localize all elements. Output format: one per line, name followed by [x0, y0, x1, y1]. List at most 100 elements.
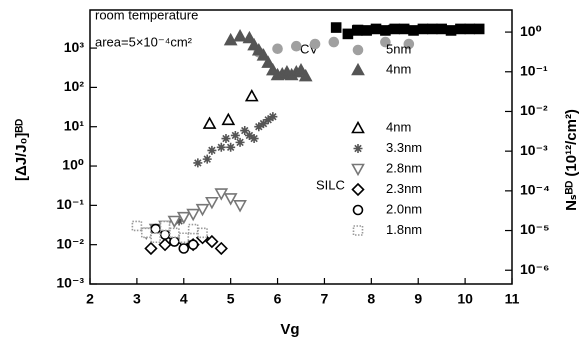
legend-label: 5nm	[386, 41, 411, 56]
data-point	[256, 48, 271, 61]
legend-label: 2.8nm	[386, 160, 422, 175]
data-point	[342, 28, 354, 40]
y-tick-label: 10⁻³	[56, 275, 84, 291]
data-point	[202, 116, 217, 129]
legend-marker	[351, 163, 365, 177]
data-point	[176, 211, 191, 225]
data-point	[233, 200, 247, 213]
data-point	[202, 154, 212, 164]
data-point	[226, 142, 236, 152]
data-point	[426, 23, 438, 35]
y2-tick-label: 10⁻³	[520, 142, 548, 158]
data-point	[159, 220, 171, 232]
data-point	[254, 122, 264, 132]
data-point	[240, 126, 250, 136]
y2-tick-label: 10⁻⁶	[520, 261, 549, 277]
data-point	[178, 243, 190, 254]
x-tick-label: 10	[457, 291, 473, 307]
data-point	[174, 216, 184, 226]
legend-marker	[352, 24, 364, 36]
x-tick-label: 11	[505, 291, 520, 307]
data-point	[261, 55, 276, 68]
data-point	[417, 23, 429, 35]
y-tick-label: 10³	[64, 39, 85, 55]
legend-label: 4nm	[386, 119, 411, 134]
data-point	[272, 43, 283, 55]
data-point	[230, 130, 240, 140]
data-point	[158, 238, 172, 252]
data-point	[464, 23, 476, 35]
data-point	[216, 142, 226, 152]
x-tick-label: 2	[86, 291, 94, 307]
x-tick-label: 9	[414, 291, 422, 307]
legend-label: 4nm	[386, 61, 411, 76]
annotation: room temperature	[95, 7, 198, 22]
data-point	[436, 23, 447, 35]
data-point	[328, 36, 340, 48]
data-point	[150, 223, 161, 235]
legend-marker	[353, 144, 363, 153]
data-point	[221, 112, 236, 126]
data-point	[294, 62, 308, 76]
data-point	[330, 22, 342, 33]
y-tick-label: 10⁰	[62, 157, 84, 173]
data-point	[140, 227, 152, 239]
x-tick-label: 5	[227, 291, 235, 307]
data-point	[242, 30, 257, 44]
data-point	[187, 239, 199, 250]
x-tick-label: 6	[274, 291, 282, 307]
legend-marker	[352, 225, 364, 236]
data-point	[291, 40, 302, 52]
data-point	[244, 130, 254, 140]
data-point	[268, 112, 278, 122]
legend-label: 1.8nm	[386, 222, 422, 237]
legend-marker	[351, 182, 365, 197]
data-point	[144, 241, 158, 256]
data-point	[197, 227, 208, 239]
data-point	[403, 38, 415, 50]
legend-label: 2.3nm	[386, 181, 422, 196]
y-tick-label: 10⁻¹	[56, 196, 84, 212]
data-point	[195, 203, 210, 217]
data-point	[193, 158, 203, 168]
data-point	[298, 68, 313, 82]
data-point	[445, 25, 457, 36]
data-point	[380, 36, 391, 48]
data-point	[207, 145, 217, 155]
y2-tick-label: 10⁻⁴	[520, 182, 550, 198]
y2-tick-label: 10⁻¹	[520, 62, 548, 78]
x-axis-label: Vg	[280, 321, 299, 338]
legend-marker	[352, 44, 364, 56]
data-point	[131, 220, 143, 232]
data-point	[263, 115, 273, 125]
y2-tick-label: 10⁰	[520, 23, 542, 39]
y-tick-label: 10²	[64, 78, 85, 94]
plot-frame	[89, 9, 513, 285]
data-point	[169, 236, 180, 247]
legend-marker	[351, 120, 365, 134]
data-point	[205, 196, 219, 210]
data-point	[159, 229, 171, 240]
data-point	[214, 188, 229, 201]
data-point	[309, 38, 321, 50]
data-point	[221, 134, 231, 144]
x-tick-label: 7	[321, 291, 329, 307]
data-point	[169, 227, 180, 239]
data-point	[235, 137, 245, 147]
data-point	[223, 32, 238, 46]
legend-marker	[351, 62, 365, 76]
data-point	[150, 232, 161, 244]
legend-label: 6nm	[386, 21, 411, 36]
data-point	[214, 241, 228, 256]
data-point	[473, 23, 485, 35]
data-point	[186, 208, 201, 222]
x-tick-label: 4	[180, 291, 188, 307]
data-point	[223, 193, 238, 206]
y-tick-label: 10¹	[64, 117, 85, 133]
y-tick-label: 10⁻²	[56, 235, 84, 251]
data-point	[167, 215, 182, 229]
data-point	[455, 23, 466, 35]
legend-marker	[352, 204, 364, 216]
data-point	[187, 223, 199, 235]
